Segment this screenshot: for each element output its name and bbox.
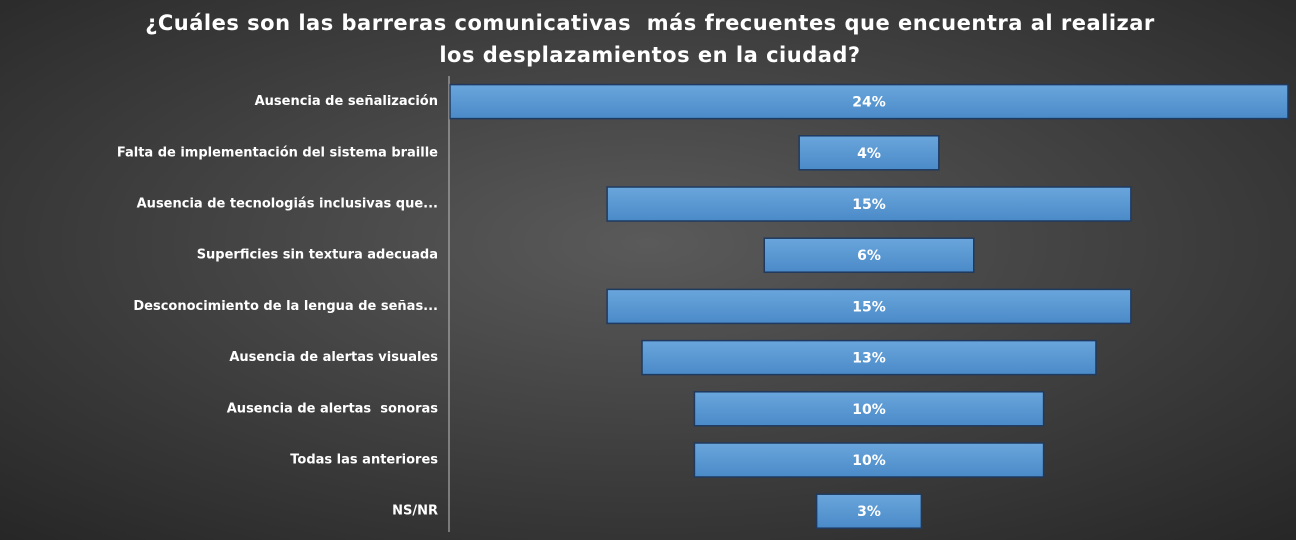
bar (606, 186, 1132, 222)
category-label: Todas las anteriores (290, 453, 438, 468)
data-label: 15% (852, 299, 886, 315)
category-label: Superficies sin textura adecuada (197, 248, 438, 263)
category-label: Ausencia de señalización (255, 94, 438, 109)
data-label: 6% (857, 248, 881, 264)
category-label: Ausencia de alertas visuales (229, 350, 438, 365)
chart-title: los desplazamientos en la ciudad? (439, 43, 860, 67)
bar (798, 135, 940, 171)
category-label: Desconocimiento de la lengua de señas... (133, 299, 438, 314)
category-label: Ausencia de tecnologiás inclusivas que..… (137, 197, 438, 212)
bar (693, 391, 1045, 427)
bar (763, 237, 975, 273)
chart-title: ¿Cuáles son las barreras comunicativas m… (145, 11, 1155, 35)
data-label: 15% (852, 197, 886, 213)
data-label: 24% (852, 95, 886, 111)
data-label: 10% (852, 402, 886, 418)
data-label: 4% (857, 146, 881, 162)
bar (606, 288, 1132, 325)
category-label: Falta de implementación del sistema brai… (117, 145, 438, 160)
bar (693, 442, 1045, 478)
data-label: 10% (852, 453, 886, 469)
data-label: 3% (857, 504, 881, 520)
data-label: 13% (852, 351, 886, 367)
category-label: NS/NR (392, 504, 438, 519)
category-label: Ausencia de alertas sonoras (227, 401, 439, 416)
bar (449, 83, 1289, 120)
bar (641, 339, 1097, 376)
bar (815, 493, 923, 529)
